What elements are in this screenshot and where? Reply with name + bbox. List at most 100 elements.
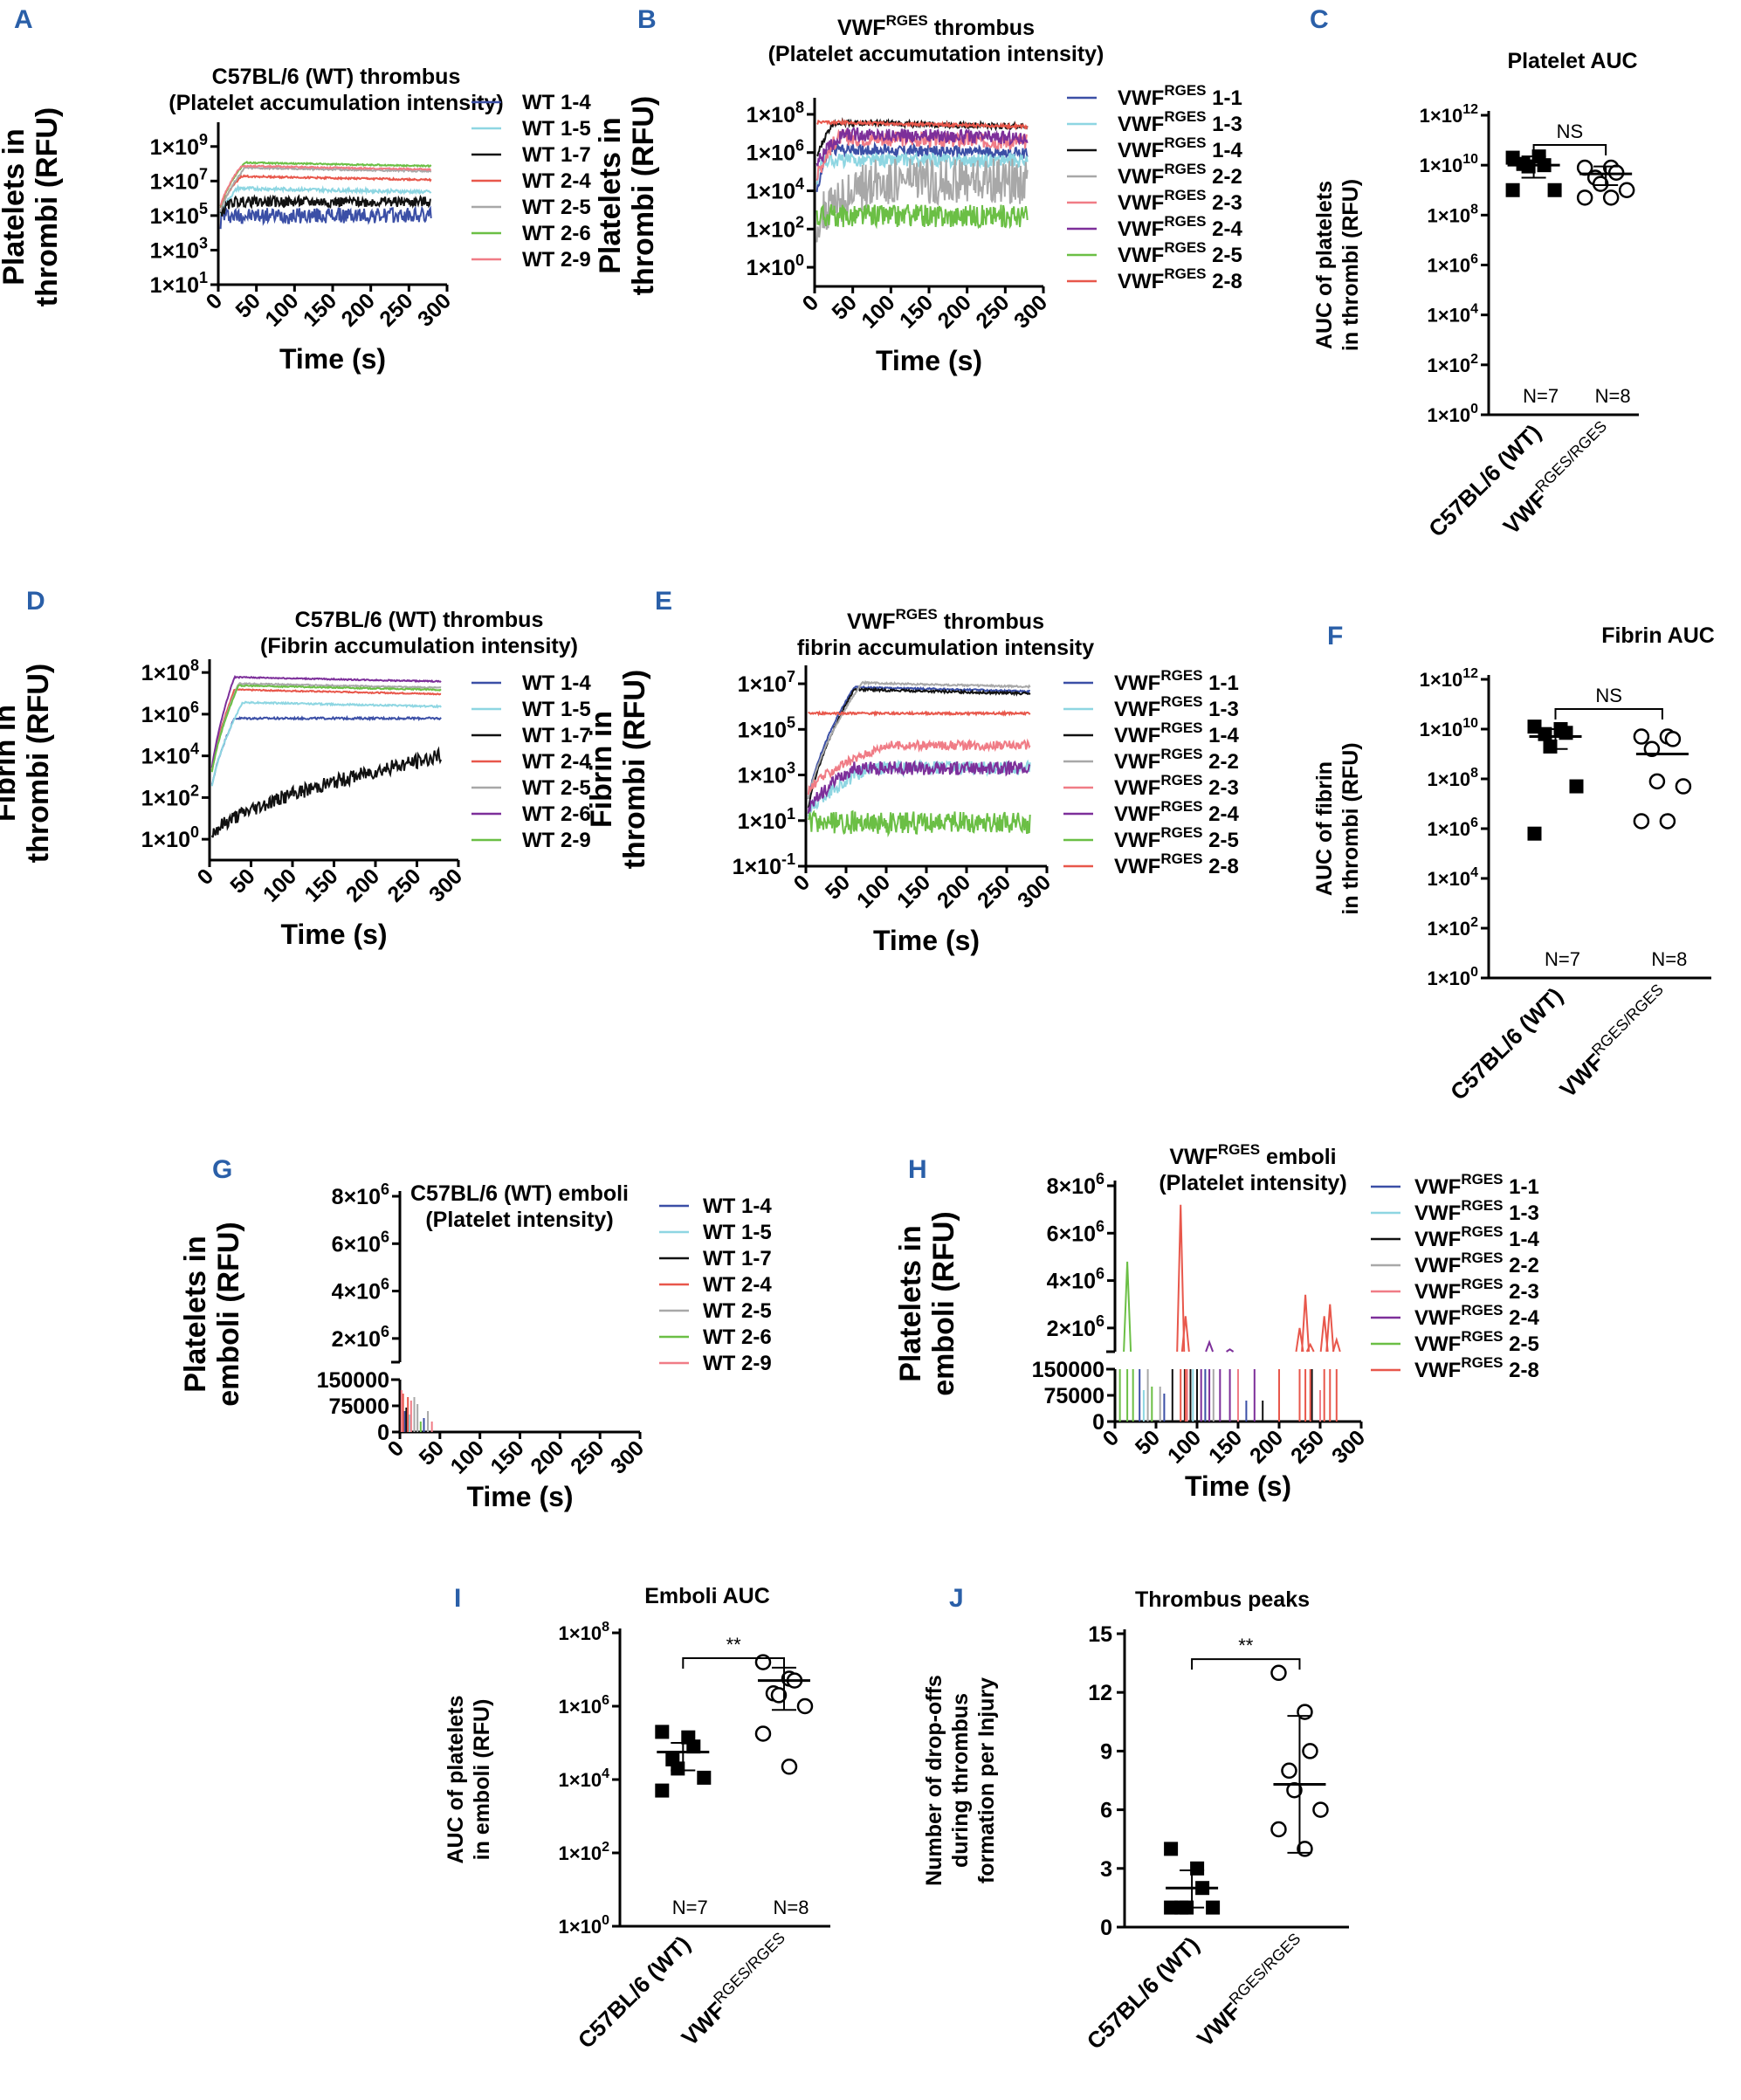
- chart-title: C57BL/6 (WT) thrombus: [212, 65, 461, 89]
- x-tick-label: 100: [446, 1436, 489, 1478]
- y-tick-label: 1×101: [738, 805, 795, 834]
- y-tick-label: 1×105: [150, 200, 208, 229]
- y-axis-label-2: thrombi (RFU): [31, 107, 64, 307]
- category-label: C57BL/6 (WT): [1082, 1931, 1205, 2055]
- legend-entry: VWFRGES 2-3: [1414, 1276, 1539, 1304]
- x-tick-label: 0: [789, 870, 815, 896]
- y-tick-label: 1×106: [559, 1693, 610, 1718]
- panel-B: B VWFRGES thrombus(Platelet accumutation …: [594, 5, 1243, 376]
- y-axis-label: in emboli (RFU): [470, 1699, 494, 1861]
- y-tick-label: 1×104: [1428, 302, 1479, 327]
- panel-F: F Fibrin AUC 1×1012 1×1010 1×108 1×106 1×104 1×…: [1312, 622, 1715, 1105]
- y-tick-label: 1×104: [1428, 865, 1479, 890]
- x-tick-label: 50: [231, 288, 265, 322]
- legend-entry: WT 1-5: [522, 117, 591, 141]
- series-line-2-3: [807, 738, 1031, 795]
- panel-D: D C57BL/6 (WT) thrombus(Fibrin accumulati…: [0, 587, 591, 950]
- x-tick-label: 300: [1013, 870, 1056, 912]
- data-point: [770, 1687, 788, 1704]
- chart-title: Emboli AUC: [644, 1584, 770, 1608]
- y-tick-label: 1×103: [738, 760, 795, 788]
- y-tick-label: 1×107: [150, 165, 208, 194]
- y-tick-label: 2×106: [332, 1323, 389, 1352]
- spike-mark-upper: [1332, 1336, 1341, 1353]
- legend-entry: WT 1-4: [703, 1195, 772, 1218]
- y-tick-label: 1×104: [559, 1766, 610, 1791]
- y-tick-label: 1×100: [747, 251, 804, 280]
- y-tick-label: 6×106: [1047, 1217, 1104, 1246]
- spike-mark-upper: [1325, 1304, 1335, 1353]
- x-tick-label: 0: [1098, 1425, 1125, 1451]
- y-tick-label: 8×106: [1047, 1170, 1104, 1199]
- panel-letter-J: J: [949, 1584, 964, 1613]
- y-axis-label: AUC of platelets: [444, 1695, 468, 1863]
- y-tick-label: 1×102: [559, 1840, 610, 1864]
- y-tick-label: 1×100: [559, 1913, 610, 1938]
- series-line-2-2: [815, 158, 1029, 243]
- x-tick-label: 50: [827, 290, 861, 324]
- y-tick-label: 1×102: [141, 781, 199, 810]
- panel-I: I Emboli AUC 1×108 1×106 1×104 1×102 1×100 AUC …: [444, 1584, 830, 2054]
- x-tick-label: 200: [341, 864, 384, 906]
- x-axis-label: Time (s): [873, 925, 980, 956]
- y-tick-label: 1×104: [141, 740, 199, 769]
- x-tick-label: 150: [485, 1436, 528, 1478]
- data-point: [1664, 731, 1682, 747]
- n-label: N=7: [1523, 385, 1559, 407]
- x-tick-label: 100: [260, 288, 303, 331]
- series-line-2-8: [816, 118, 1029, 131]
- data-point: [1592, 176, 1609, 192]
- significance-label: NS: [1557, 120, 1584, 142]
- y-tick-label: 2×106: [1047, 1312, 1104, 1341]
- y-tick-label: 75000: [328, 1394, 389, 1419]
- legend-entry: VWFRGES 1-4: [1114, 720, 1240, 747]
- data-point: [1643, 740, 1661, 758]
- legend-entry: VWFRGES 1-3: [1414, 1197, 1539, 1225]
- x-tick-label: 0: [383, 1436, 409, 1462]
- legend-entry: WT 1-4: [522, 671, 591, 695]
- y-tick-label: 1×1010: [1420, 152, 1478, 176]
- y-tick-label: 6: [1100, 1799, 1112, 1823]
- series-line-1-5: [210, 700, 442, 787]
- legend-entry: VWFRGES 2-5: [1414, 1328, 1539, 1356]
- legend-entry: VWFRGES 1-1: [1414, 1171, 1539, 1199]
- y-tick-label: 1×106: [1428, 816, 1479, 840]
- y-tick-label: 1×108: [1428, 766, 1479, 790]
- y-tick-label: 1×103: [150, 234, 208, 263]
- data-point: [1633, 728, 1650, 745]
- x-tick-label: 250: [971, 290, 1014, 333]
- spike-mark-upper: [1301, 1294, 1311, 1353]
- series-line-2-9: [210, 684, 442, 773]
- x-axis-label: Time (s): [876, 345, 982, 376]
- data-point: [1302, 1743, 1318, 1759]
- panel-letter-H: H: [908, 1155, 927, 1184]
- legend-entry: VWFRGES 1-3: [1114, 693, 1239, 721]
- spike-mark-upper: [1123, 1261, 1132, 1353]
- chart-title: VWFRGES emboli: [1169, 1141, 1336, 1169]
- legend-entry: VWFRGES 1-1: [1118, 82, 1242, 110]
- data-point: [1576, 189, 1593, 206]
- data-point: [1543, 739, 1558, 754]
- spike-mark-upper: [1180, 1316, 1190, 1353]
- data-point: [796, 1697, 814, 1715]
- y-tick-label: 1×100: [1428, 965, 1479, 989]
- data-point: [1206, 1900, 1221, 1915]
- x-tick-label: 150: [1204, 1425, 1247, 1468]
- legend-entry: WT 2-6: [703, 1325, 772, 1349]
- panel-letter-F: F: [1327, 622, 1343, 651]
- series-line-2-5: [210, 682, 442, 772]
- x-tick-label: 300: [413, 288, 456, 331]
- data-point: [754, 1725, 772, 1742]
- y-axis-label-2: thrombi (RFU): [22, 664, 55, 864]
- series-line-1-4: [219, 205, 432, 230]
- legend-entry: VWFRGES 1-4: [1118, 134, 1243, 162]
- legend-entry: VWFRGES 2-4: [1114, 798, 1240, 826]
- y-axis-label: Fibrin in: [585, 711, 618, 828]
- x-tick-label: 250: [1286, 1425, 1329, 1468]
- legend-entry: VWFRGES 2-8: [1114, 850, 1239, 878]
- y-axis-label-2: thrombi (RFU): [627, 96, 660, 296]
- y-axis-label: AUC of fibrin: [1312, 761, 1337, 896]
- panel-A: A C57BL/6 (WT) thrombus(Platelet accumula…: [0, 5, 591, 375]
- x-tick-label: 200: [337, 288, 380, 331]
- n-label: N=8: [1595, 385, 1631, 407]
